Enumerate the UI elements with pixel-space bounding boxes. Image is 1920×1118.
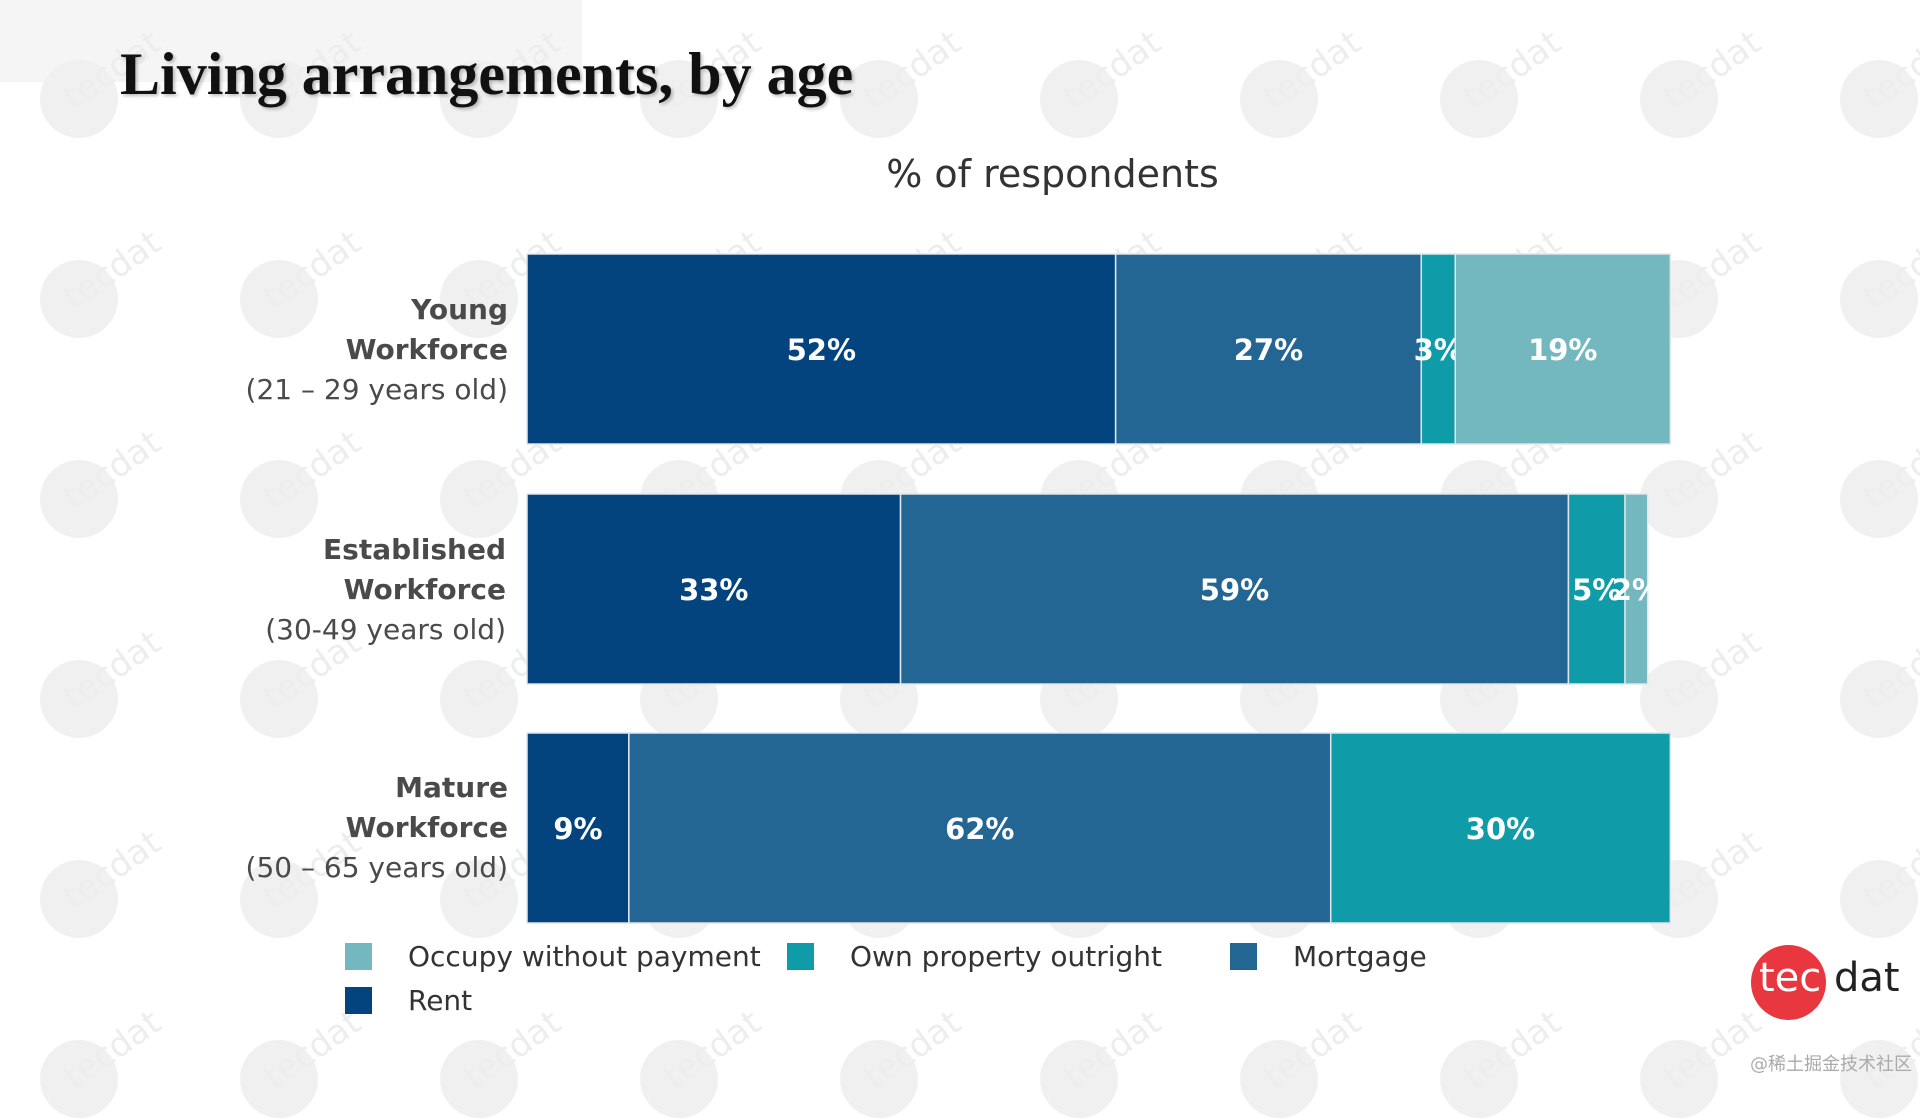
legend-swatch xyxy=(787,943,814,970)
bar-segment-rent-0 xyxy=(526,253,1117,445)
bar-segment-occupy_free-1 xyxy=(1624,493,1649,685)
group-label-established: Established Workforce (30-49 years old) xyxy=(106,530,506,650)
stacked-bar-chart: 52% 27% 3% 19%33% 59% 5%2%9% 62% 30% xyxy=(526,253,1672,924)
data-label-occupy_free-1: 2% xyxy=(1612,573,1661,607)
logo-text-dat: dat xyxy=(1834,955,1900,1001)
bar-segment-rent-1 xyxy=(526,493,902,685)
bar-segment-occupy_free-0 xyxy=(1454,253,1672,445)
data-label-own_outright-1: 5% xyxy=(1572,573,1621,607)
group-label-line: Workforce xyxy=(343,573,506,606)
group-label-range: (30-49 years old) xyxy=(265,613,506,646)
bar-segment-mortgage-1 xyxy=(899,493,1570,685)
bar-segment-own_outright-1 xyxy=(1567,493,1626,685)
data-label-mortgage-0: 27% xyxy=(1234,333,1303,367)
bar-segment-rent-2 xyxy=(526,732,630,924)
legend-item-occupy-free: Occupy without payment xyxy=(345,940,761,973)
group-label-range: (21 – 29 years old) xyxy=(245,373,508,406)
group-label-mature: Mature Workforce (50 – 65 years old) xyxy=(108,768,508,888)
bar-segment-own_outright-2 xyxy=(1329,732,1672,924)
group-label-line: Mature xyxy=(395,771,508,804)
group-label-young: Young Workforce (21 – 29 years old) xyxy=(108,290,508,410)
chart-title: % of respondents xyxy=(886,152,1219,196)
tecdat-logo: tec dat xyxy=(1751,945,1900,1020)
data-label-own_outright-2: 30% xyxy=(1466,812,1535,846)
bar-segment-mortgage-0 xyxy=(1114,253,1423,445)
group-label-name: Young Workforce xyxy=(108,290,508,370)
bar-segment-mortgage-2 xyxy=(628,732,1332,924)
data-label-rent-0: 52% xyxy=(787,333,856,367)
bar-segment-own_outright-0 xyxy=(1420,253,1456,445)
legend-item-mortgage: Mortgage xyxy=(1230,940,1427,973)
data-label-mortgage-2: 62% xyxy=(945,812,1014,846)
data-label-occupy_free-0: 19% xyxy=(1528,333,1597,367)
legend-label: Occupy without payment xyxy=(408,940,761,973)
legend-swatch xyxy=(1230,943,1257,970)
group-label-line: Young xyxy=(411,293,508,326)
logo-circle: tec xyxy=(1751,945,1826,1020)
legend-label: Own property outright xyxy=(850,940,1162,973)
legend-swatch xyxy=(345,987,372,1014)
page-title: Living arrangements, by age xyxy=(120,41,854,107)
data-label-rent-2: 9% xyxy=(553,812,602,846)
data-label-rent-1: 33% xyxy=(679,573,748,607)
legend-item-rent: Rent xyxy=(345,984,472,1017)
group-label-line: Workforce xyxy=(345,811,508,844)
legend-label: Mortgage xyxy=(1293,940,1427,973)
logo-text-tec: tec xyxy=(1759,955,1822,1001)
group-label-name: Established Workforce xyxy=(106,530,506,610)
group-label-name: Mature Workforce xyxy=(108,768,508,848)
legend-item-own-outright: Own property outright xyxy=(787,940,1162,973)
group-label-range: (50 – 65 years old) xyxy=(245,851,508,884)
credit-text: @稀土掘金技术社区 xyxy=(1750,1054,1912,1075)
legend-swatch xyxy=(345,943,372,970)
group-label-line: Workforce xyxy=(345,333,508,366)
data-label-mortgage-1: 59% xyxy=(1200,573,1269,607)
legend-label: Rent xyxy=(408,984,473,1017)
group-label-line: Established xyxy=(323,533,506,566)
